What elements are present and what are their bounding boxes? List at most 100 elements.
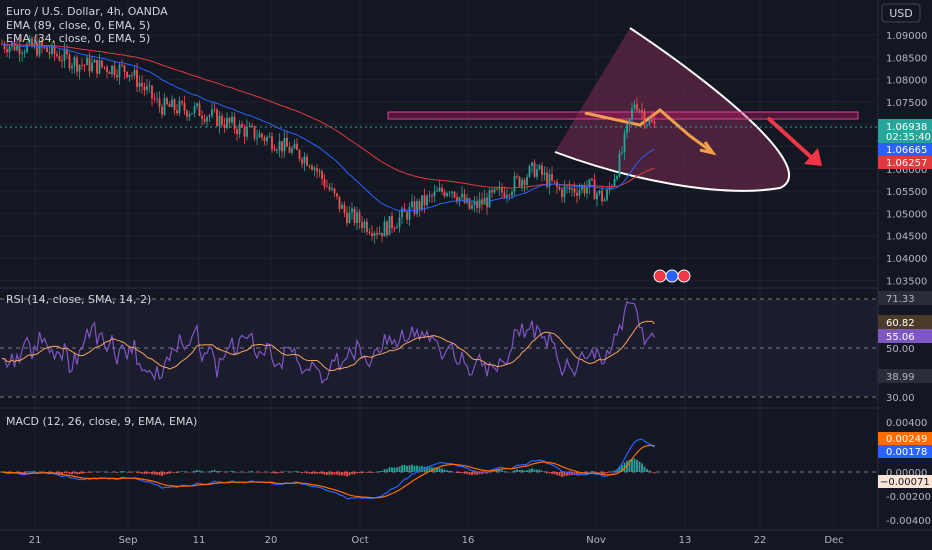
- annotations[interactable]: [387, 27, 859, 192]
- macd-bar: [91, 472, 93, 473]
- macd-bar: [558, 472, 561, 476]
- candle-body: [338, 196, 341, 209]
- candle-body: [138, 82, 141, 87]
- resistance-zone[interactable]: [387, 111, 859, 120]
- candle-body: [418, 201, 421, 210]
- rsi-legend[interactable]: RSI (14, close, SMA, 14, 2): [6, 293, 151, 306]
- macd-bar: [331, 472, 333, 475]
- macd-bar: [516, 469, 518, 472]
- candle-body: [416, 201, 418, 214]
- macd-bar: [451, 471, 453, 472]
- currency-button[interactable]: USD: [881, 3, 921, 23]
- candle-body: [378, 232, 381, 235]
- event-flags[interactable]: [653, 269, 691, 283]
- candle-body: [503, 192, 506, 198]
- red-arrow[interactable]: [766, 116, 814, 160]
- macd-bar: [261, 472, 263, 473]
- candle-body: [98, 60, 101, 74]
- macd-bar: [121, 471, 123, 472]
- flag-icon[interactable]: [665, 269, 679, 283]
- candle-body: [638, 110, 641, 111]
- macd-bar: [433, 467, 436, 472]
- candle-body: [276, 150, 278, 152]
- candle-body: [411, 201, 413, 207]
- macd-bar: [93, 471, 96, 473]
- macd-bar: [308, 472, 311, 474]
- candle-body: [281, 141, 283, 152]
- macd-bar: [561, 472, 563, 477]
- candle-body: [433, 191, 436, 197]
- candle-body: [598, 190, 601, 194]
- forecast-curve[interactable]: [554, 27, 790, 192]
- macd-tick: -0.00400: [886, 516, 931, 527]
- candle-body: [153, 98, 156, 100]
- macd-bar: [328, 472, 331, 476]
- candle-body: [436, 191, 438, 192]
- macd-bar: [398, 466, 401, 472]
- rsi-lower-tag: [878, 369, 932, 383]
- symbol-title: Euro / U.S. Dollar, 4h, OANDA: [6, 5, 168, 18]
- orange-path-arrow[interactable]: [584, 108, 713, 154]
- macd-bar: [66, 472, 68, 473]
- macd-bar: [526, 470, 528, 472]
- macd-bar: [98, 471, 101, 473]
- macd-bar: [393, 467, 396, 472]
- macd-bar: [241, 471, 243, 473]
- candle-body: [43, 47, 46, 49]
- macd-bar: [356, 472, 358, 474]
- macd-bar: [251, 470, 253, 472]
- macd-bar: [416, 465, 418, 472]
- currency-button-frame[interactable]: [881, 3, 921, 23]
- time-axis[interactable]: 21 Sep 11 20 Oct 16 Nov 13 22 Dec: [29, 535, 844, 546]
- candle-body: [301, 159, 303, 164]
- macd-bar: [113, 472, 116, 473]
- macd-legend[interactable]: MACD (12, 26, close, 9, EMA, EMA): [6, 415, 197, 428]
- candle-body: [128, 74, 131, 78]
- hist-value: −0.00071: [880, 477, 930, 488]
- macd-bar: [258, 472, 261, 473]
- macd-bar: [173, 472, 176, 473]
- macd-bar: [406, 465, 408, 472]
- candle-body: [376, 232, 378, 235]
- macd-bar: [646, 469, 648, 472]
- candle-body: [103, 66, 106, 68]
- candle-body: [298, 149, 301, 160]
- candle-body: [331, 188, 333, 190]
- candle-body: [606, 189, 608, 200]
- candle-body: [631, 108, 633, 119]
- macd-bar: [201, 471, 203, 472]
- macd-bar: [606, 472, 608, 474]
- macd-bar: [61, 472, 63, 475]
- candle-body: [288, 146, 291, 153]
- ema-89-legend[interactable]: EMA (89, close, 0, EMA, 5): [6, 19, 150, 32]
- candle-body: [511, 191, 513, 196]
- macd-bar: [226, 471, 228, 472]
- candle-body: [653, 121, 656, 124]
- flag-icon[interactable]: [677, 269, 691, 283]
- candle-body: [296, 143, 298, 150]
- macd-bar: [316, 472, 318, 474]
- candle-body: [106, 67, 108, 73]
- macd-bar: [426, 466, 428, 472]
- ema-34-legend[interactable]: EMA (34, close, 0, EMA, 5): [6, 32, 150, 45]
- ema-34-line: [1, 43, 655, 212]
- candle-body: [543, 172, 546, 175]
- candle-body: [541, 165, 543, 175]
- flag-icon[interactable]: [653, 269, 667, 283]
- candle-body: [238, 124, 241, 135]
- macd-bar: [528, 469, 531, 472]
- candle-body: [568, 186, 571, 190]
- macd-bar: [51, 472, 53, 473]
- candle-body: [111, 65, 113, 75]
- macd-bar: [96, 472, 98, 473]
- candle-body: [101, 60, 103, 67]
- candle-body: [6, 48, 8, 53]
- macd-bar: [268, 471, 271, 473]
- candle-body: [178, 101, 181, 114]
- macd-bar: [358, 472, 361, 474]
- candle-body: [508, 194, 511, 196]
- macd-bar: [388, 467, 391, 472]
- forecast-zone[interactable]: [555, 28, 790, 191]
- macd-bar: [503, 471, 506, 472]
